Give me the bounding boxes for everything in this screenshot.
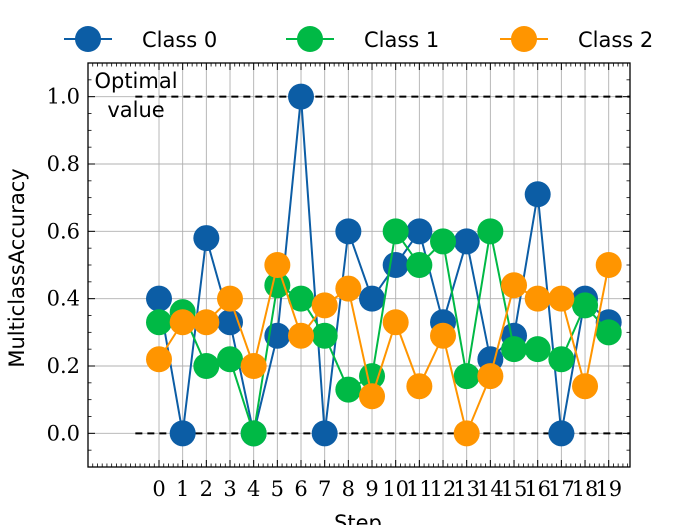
data-point bbox=[288, 285, 315, 312]
x-tick-label: 12 bbox=[430, 477, 457, 501]
x-tick-label: 15 bbox=[501, 477, 528, 501]
data-point bbox=[146, 309, 173, 336]
data-point bbox=[572, 373, 599, 400]
data-point bbox=[453, 420, 480, 447]
data-point bbox=[217, 285, 244, 312]
data-point bbox=[572, 292, 599, 319]
data-point bbox=[453, 363, 480, 390]
reference-lines bbox=[135, 95, 630, 435]
x-tick-label: 5 bbox=[271, 477, 284, 501]
legend-marker bbox=[297, 26, 323, 52]
data-point bbox=[288, 83, 315, 110]
data-point bbox=[524, 181, 551, 208]
x-tick-label: 11 bbox=[406, 477, 433, 501]
series-1 bbox=[146, 218, 622, 447]
plot-frame bbox=[87, 62, 631, 468]
data-point bbox=[335, 218, 362, 245]
legend-label: Class 2 bbox=[578, 28, 653, 52]
x-tick-label: 0 bbox=[152, 477, 165, 501]
data-point bbox=[193, 353, 220, 379]
series-2 bbox=[146, 252, 622, 447]
legend-label: Class 1 bbox=[364, 28, 439, 52]
data-point bbox=[595, 319, 622, 346]
data-point bbox=[548, 346, 575, 373]
data-point bbox=[240, 420, 267, 447]
data-point bbox=[146, 346, 173, 373]
annotation-line2: value bbox=[107, 98, 164, 122]
x-tick-label: 17 bbox=[548, 477, 575, 501]
annotation: Optimal value bbox=[94, 69, 177, 122]
data-point bbox=[359, 383, 386, 410]
x-tick-label: 4 bbox=[247, 477, 260, 501]
data-point bbox=[217, 346, 244, 373]
data-point bbox=[169, 420, 196, 447]
legend-marker bbox=[511, 26, 537, 52]
data-point bbox=[477, 363, 504, 390]
x-tick-label: 16 bbox=[524, 477, 551, 501]
data-point bbox=[311, 292, 338, 319]
y-tick-label: 0.2 bbox=[47, 354, 80, 378]
legend: Class 0 Class 1 Class 2 bbox=[64, 26, 653, 52]
data-point bbox=[335, 275, 362, 302]
x-tick-label: 19 bbox=[595, 477, 622, 501]
x-tick-label: 1 bbox=[176, 477, 189, 501]
data-point bbox=[335, 376, 362, 403]
data-point bbox=[524, 336, 551, 363]
data-point bbox=[311, 322, 338, 349]
x-tick-label: 14 bbox=[477, 477, 504, 501]
legend-label: Class 0 bbox=[142, 28, 217, 52]
x-axis-label: Step bbox=[334, 511, 382, 525]
y-tick-label: 0.0 bbox=[47, 421, 80, 445]
data-point bbox=[359, 285, 386, 312]
data-point bbox=[240, 353, 267, 379]
y-tick-label: 0.4 bbox=[47, 287, 80, 311]
series-layer bbox=[146, 83, 622, 447]
x-tick-label: 3 bbox=[223, 477, 236, 501]
x-tick-label: 7 bbox=[318, 477, 331, 501]
x-tick-label: 10 bbox=[382, 477, 409, 501]
x-tick-label: 8 bbox=[342, 477, 355, 501]
data-point bbox=[193, 309, 220, 336]
data-point bbox=[595, 252, 622, 278]
data-point bbox=[169, 309, 196, 336]
x-tick-label: 6 bbox=[294, 477, 307, 501]
x-tick-label: 18 bbox=[572, 477, 599, 501]
data-point bbox=[311, 420, 338, 447]
data-point bbox=[548, 420, 575, 447]
data-point bbox=[406, 252, 433, 278]
x-tick-label: 13 bbox=[453, 477, 480, 501]
data-point bbox=[548, 285, 575, 312]
y-axis-label: MulticlassAccuracy bbox=[5, 168, 29, 367]
series-line bbox=[158, 96, 610, 434]
data-point bbox=[146, 285, 173, 312]
data-point bbox=[193, 225, 220, 252]
data-point bbox=[382, 218, 409, 245]
data-point bbox=[264, 252, 291, 278]
data-point bbox=[453, 228, 480, 255]
data-point bbox=[501, 272, 528, 299]
data-point bbox=[382, 309, 409, 336]
data-point bbox=[501, 336, 528, 363]
data-point bbox=[406, 218, 433, 245]
y-tick-label: 0.6 bbox=[47, 219, 80, 243]
x-tick-label: 2 bbox=[200, 477, 213, 501]
data-point bbox=[382, 252, 409, 278]
data-point bbox=[430, 322, 457, 349]
annotation-line1: Optimal bbox=[94, 69, 177, 93]
grid bbox=[88, 63, 630, 467]
data-point bbox=[430, 228, 457, 255]
y-tick-label: 1.0 bbox=[47, 85, 80, 109]
data-point bbox=[288, 322, 315, 349]
x-tick-label: 9 bbox=[365, 477, 378, 501]
legend-marker bbox=[75, 26, 101, 52]
data-point bbox=[524, 285, 551, 312]
data-point bbox=[406, 373, 433, 400]
y-tick-label: 0.8 bbox=[47, 152, 80, 176]
data-point bbox=[477, 218, 504, 245]
